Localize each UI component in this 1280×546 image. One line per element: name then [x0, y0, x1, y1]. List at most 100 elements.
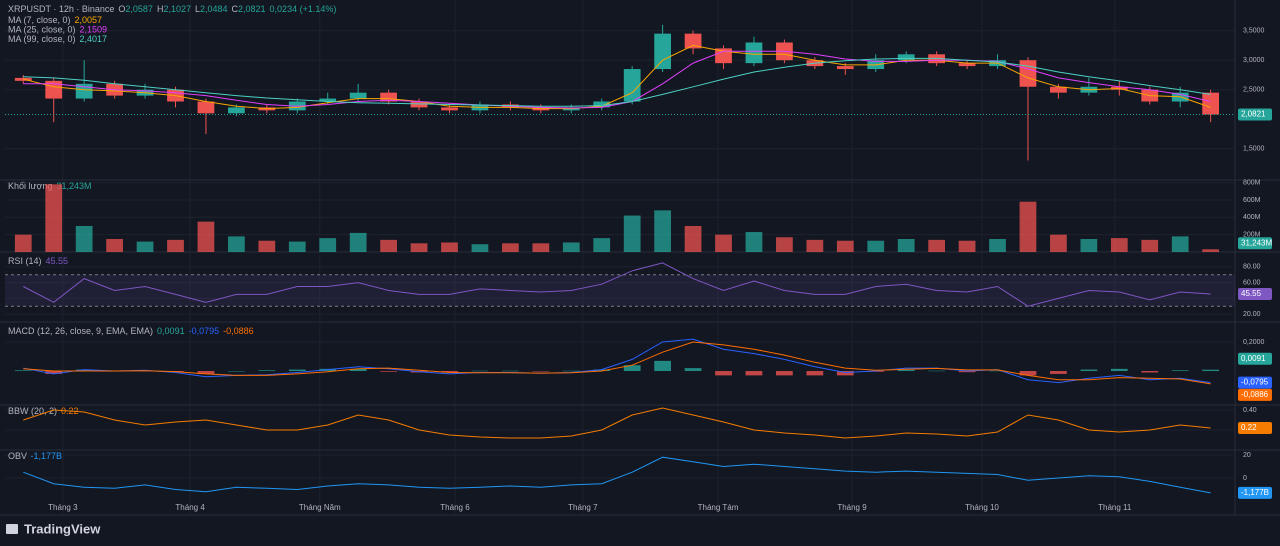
candle-body: [1019, 60, 1037, 87]
ohlc-label: C: [232, 4, 239, 14]
price-badge-label: -0,0795: [1241, 378, 1269, 387]
legend-value: 31,243M: [56, 181, 91, 191]
volume-bar: [258, 240, 276, 252]
y-tick-label: 600M: [1243, 197, 1261, 204]
volume-bar: [867, 240, 885, 252]
macd-line: [23, 341, 1211, 385]
x-tick-label: Tháng 7: [568, 503, 598, 512]
histogram-bar: [349, 368, 367, 372]
histogram-bar: [776, 371, 793, 376]
histogram-bar: [532, 371, 550, 372]
chart-title: XRPUSDT · 12h · Binance O2,0587 H2,1027 L2,…: [8, 4, 336, 14]
histogram-bar: [14, 370, 32, 372]
legend-entry: OBV -1,177B: [8, 451, 62, 461]
y-tick-label: 20: [1243, 452, 1251, 459]
histogram-bar: [745, 371, 763, 376]
volume-bar: [928, 239, 946, 252]
y-tick-label: 2,5000: [1243, 87, 1265, 94]
volume-bar: [1019, 201, 1037, 252]
ma-line: [23, 44, 1211, 110]
legend-name: MACD (12, 26, close, 9, EMA, EMA): [8, 326, 153, 336]
candle-body: [684, 33, 702, 49]
volume-bar: [410, 243, 428, 252]
histogram-bar: [1080, 369, 1098, 372]
legend-value: -0,0795: [189, 326, 220, 336]
candle-body: [897, 54, 915, 61]
candle-body: [197, 101, 215, 114]
price-badge: [1238, 388, 1272, 401]
histogram-bar: [197, 371, 215, 374]
band-fill: [5, 274, 1235, 307]
x-tick-label: Tháng 10: [965, 503, 999, 512]
volume-bar: [167, 239, 184, 252]
candle-body: [623, 69, 641, 102]
price-badge: [1238, 376, 1272, 389]
volume-bar: [684, 225, 702, 252]
legend-name: RSI (14): [8, 256, 42, 266]
histogram-bar: [593, 369, 611, 372]
legend-name: MA (25, close, 0): [8, 25, 76, 35]
price-badge: [1238, 287, 1272, 300]
price-badge: [1238, 108, 1272, 121]
volume-bar: [45, 184, 63, 252]
legend-entry: RSI (14) 45.55: [8, 256, 68, 266]
histogram-bar: [471, 370, 489, 372]
volume-bar: [593, 238, 611, 252]
y-tick-label: 200M: [1243, 231, 1261, 238]
volume-bar: [745, 232, 763, 252]
legend-entry: MA (25, close, 0) 2,1509: [8, 25, 107, 35]
legend-entry: MA (7, close, 0) 2,0057: [8, 15, 102, 25]
legend-value: -1,177B: [31, 451, 63, 461]
histogram-bar: [1141, 371, 1159, 373]
histogram-bar: [1110, 368, 1128, 372]
candle-body: [410, 101, 428, 108]
candle-body: [654, 33, 671, 70]
volume-bar: [319, 238, 337, 252]
volume-bar: [532, 243, 550, 252]
histogram-bar: [1019, 371, 1037, 376]
candle-body: [1050, 86, 1067, 93]
y-tick-label: 0: [1243, 475, 1247, 482]
candle-body: [319, 98, 337, 102]
logo-icon: [6, 524, 18, 534]
ohlc-value: 2,0484: [200, 4, 228, 14]
histogram-bar: [228, 371, 245, 372]
volume-bar: [562, 242, 580, 252]
volume-bar: [1080, 238, 1098, 252]
volume-bar: [806, 239, 824, 252]
volume-bar: [989, 238, 1006, 252]
ohlc-value: 2,1027: [163, 4, 191, 14]
price-badge-label: -0,0886: [1241, 390, 1269, 399]
volume-bar: [958, 240, 976, 252]
candle-body: [441, 107, 458, 111]
legend-entry: MA (99, close, 0) 2,4017: [8, 34, 107, 44]
volume-bar: [197, 221, 215, 252]
x-tick-label: Tháng Năm: [299, 503, 341, 512]
histogram-bar: [715, 371, 732, 376]
y-tick-label: 400M: [1243, 214, 1261, 221]
indicator-line: [23, 456, 1211, 494]
price-badge-label: -1,177B: [1241, 488, 1269, 497]
candle-body: [593, 101, 611, 108]
y-tick-label: 20.00: [1243, 311, 1261, 318]
volume-bar: [136, 241, 154, 252]
volume-bar: [288, 241, 306, 252]
candle-body: [745, 42, 763, 64]
legend-value: 2,0057: [75, 15, 103, 25]
x-tick-label: Tháng 9: [837, 503, 867, 512]
y-tick-label: 1,5000: [1243, 146, 1265, 153]
ohlc-label: L: [195, 4, 200, 14]
x-tick-label: Tháng 11: [1098, 503, 1132, 512]
ma-line: [23, 57, 1211, 107]
histogram-bar: [989, 370, 1006, 372]
legend-name: MA (99, close, 0): [8, 34, 76, 44]
y-tick-label: 60.00: [1243, 279, 1261, 286]
x-tick-label: Tháng 6: [440, 503, 470, 512]
legend-entry: MACD (12, 26, close, 9, EMA, EMA) 0,0091-…: [8, 326, 254, 336]
indicator-line: [23, 407, 1211, 439]
x-tick-label: Tháng 4: [175, 503, 205, 512]
price-badge-label: 0,0091: [1241, 354, 1266, 363]
legend-entry: Khối lượng 31,243M: [8, 181, 91, 191]
histogram-bar: [684, 368, 702, 372]
